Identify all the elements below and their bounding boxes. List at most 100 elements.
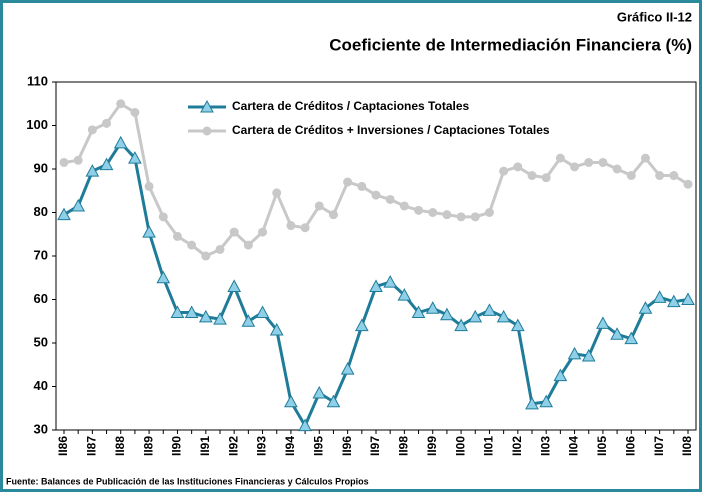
x-tick-label: II87 [85,436,99,456]
legend-label: Cartera de Créditos / Captaciones Totale… [232,99,470,113]
chart-title: Coeficiente de Intermediación Financiera… [329,35,692,54]
point [499,166,509,176]
point [553,368,568,382]
point [555,153,565,163]
point [99,157,114,171]
x-tick-label: II01 [482,436,496,456]
point [584,157,594,167]
point [669,171,679,181]
point [215,244,225,254]
point [598,157,608,167]
point [243,240,253,250]
point [255,305,270,319]
point [624,331,639,345]
point [172,231,182,241]
x-tick-label: II89 [141,436,155,456]
point [71,198,86,212]
point [184,305,199,319]
point [655,171,665,181]
point [357,181,367,191]
point [142,225,156,238]
point [326,394,341,408]
point [440,307,454,321]
x-tick-label: II92 [226,436,240,456]
point [201,251,211,261]
point [340,362,355,375]
point [640,153,650,163]
point [525,396,539,410]
point [383,275,398,288]
point [681,292,695,305]
x-tick-label: II93 [255,436,269,456]
point [626,171,636,181]
point [468,309,483,323]
y-tick-label: 110 [27,73,48,88]
point [312,385,327,399]
y-tick-label: 30 [34,421,48,436]
point [513,162,523,172]
point [286,221,296,231]
point [128,151,142,164]
point [258,227,268,237]
point [102,118,112,128]
point [116,99,126,109]
point [428,208,438,217]
point [527,171,537,181]
x-tick-label: II03 [538,436,552,456]
x-tick-label: II94 [283,436,297,456]
point [241,314,256,327]
x-tick-label: II90 [170,436,184,456]
point [371,190,381,200]
point [496,309,511,323]
x-tick-label: II02 [510,436,524,456]
x-tick-label: II88 [113,436,127,456]
point [59,157,69,167]
point [581,349,596,362]
point [343,177,353,187]
point [482,303,497,316]
x-tick-label: II04 [567,436,581,456]
point [73,155,83,165]
x-tick-label: II95 [311,436,325,456]
legend-marker [202,126,212,136]
x-tick-label: II99 [425,436,439,456]
point [414,205,424,215]
point [144,181,154,191]
point [170,305,185,319]
y-tick-label: 50 [34,334,48,349]
point [87,125,97,135]
point [328,210,338,220]
x-tick-label: II98 [397,436,411,456]
point [399,201,409,211]
x-tick-label: II91 [198,436,212,456]
point [198,309,213,323]
point [510,318,525,332]
point [596,316,610,329]
y-tick-label: 100 [26,117,48,132]
point [442,210,452,220]
point [113,135,128,149]
legend-label: Cartera de Créditos + Inversiones / Capt… [232,123,550,137]
point [284,394,298,408]
point [213,312,227,325]
point [314,201,324,211]
point [652,290,667,303]
x-tick-label: II08 [680,436,694,456]
point [425,301,440,314]
x-tick-label: II06 [623,436,637,456]
y-tick-label: 80 [34,204,48,219]
point [85,164,100,177]
point [683,179,693,189]
point [666,294,681,308]
point [227,279,242,292]
point [541,173,551,183]
point [638,301,653,314]
chart-label: Gráfico II-12 [617,9,692,24]
point [269,322,284,336]
source-note: Fuente: Balances de Publicación de las I… [6,476,369,486]
point [187,240,197,250]
y-tick-label: 90 [34,160,48,175]
x-tick-label: II86 [56,436,70,456]
point [156,270,171,284]
legend-marker [200,99,214,113]
